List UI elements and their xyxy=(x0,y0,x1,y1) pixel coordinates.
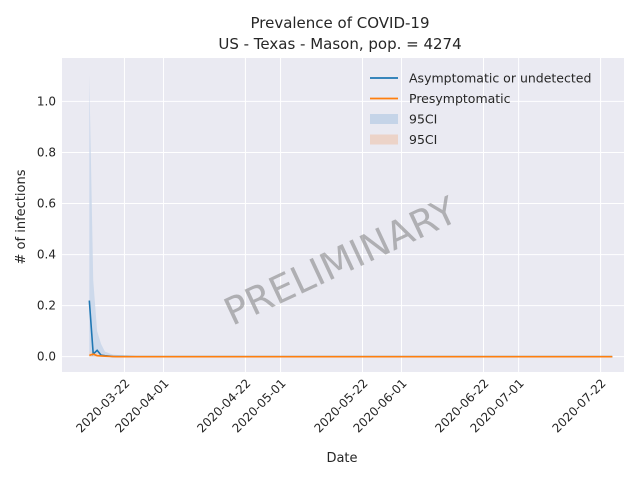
legend-patch-swatch xyxy=(370,114,398,124)
plot-area xyxy=(62,58,624,372)
y-tick-label: 0.8 xyxy=(37,145,56,159)
chart-subtitle: US - Texas - Mason, pop. = 4274 xyxy=(218,35,461,53)
legend-label: 95CI xyxy=(409,132,437,147)
x-axis-label: Date xyxy=(326,451,357,466)
y-tick-label: 0.6 xyxy=(37,197,56,211)
series-line-presymptomatic xyxy=(89,353,613,358)
y-tick-label: 0.0 xyxy=(37,350,56,364)
legend-patch-swatch xyxy=(370,134,398,145)
y-tick-label: 0.4 xyxy=(37,248,56,262)
legend: Asymptomatic or undetected Presymptomatic… xyxy=(370,71,591,147)
legend-label: Presymptomatic xyxy=(409,91,511,106)
legend-label: Asymptomatic or undetected xyxy=(409,71,591,86)
y-tick-labels: 0.0 0.2 0.4 0.6 0.8 1.0 xyxy=(37,94,56,363)
y-tick-label: 1.0 xyxy=(37,94,56,108)
series-lines xyxy=(88,300,613,358)
legend-label: 95CI xyxy=(409,112,437,127)
y-tick-label: 0.2 xyxy=(37,299,56,313)
chart-title: Prevalence of COVID-19 xyxy=(250,14,429,32)
y-axis-label: # of infections xyxy=(14,169,29,264)
